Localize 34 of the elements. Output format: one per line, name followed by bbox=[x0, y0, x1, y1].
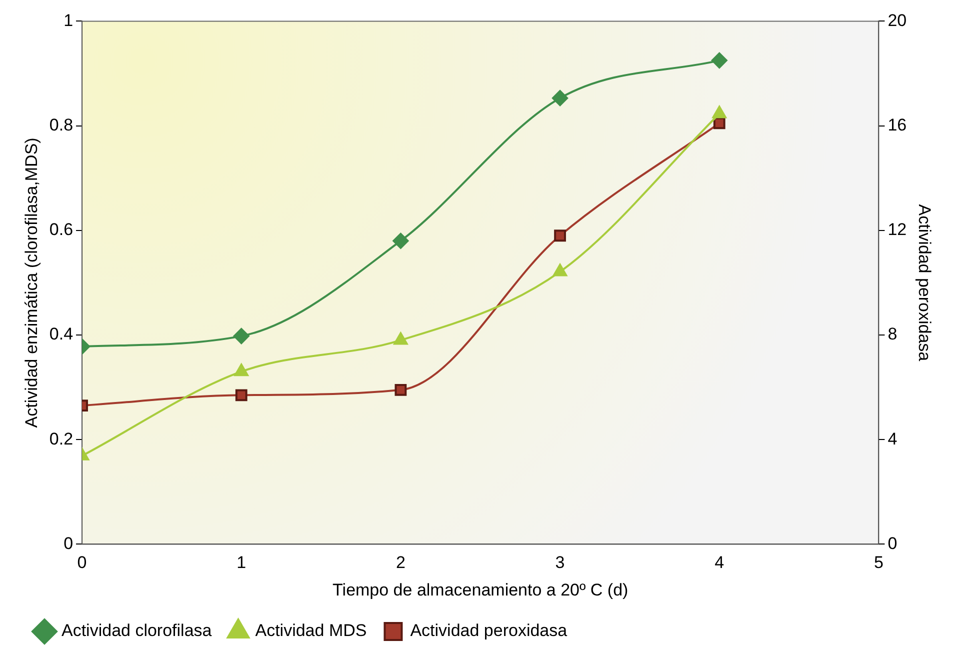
y-tick-label: 0.6 bbox=[49, 220, 74, 240]
x-tick-label: 2 bbox=[396, 553, 406, 572]
x-tick-label: 5 bbox=[874, 553, 884, 572]
legend-label: Actividad peroxidasa bbox=[410, 621, 568, 640]
y2-tick-label: 4 bbox=[888, 429, 898, 448]
legend-label: Actividad clorofilasa bbox=[62, 621, 212, 640]
x-axis-title: Tiempo de almacenamiento a 20º C (d) bbox=[332, 580, 628, 600]
x-tick-label: 1 bbox=[236, 553, 246, 572]
y2-tick-label: 0 bbox=[888, 534, 898, 553]
y2-tick-label: 8 bbox=[888, 324, 898, 344]
y2-tick-label: 20 bbox=[888, 10, 907, 30]
legend-label: Actividad MDS bbox=[255, 621, 367, 640]
y-axis-title: Actividad enzimática (clorofilasa,MDS) bbox=[22, 138, 41, 428]
x-tick-label: 3 bbox=[555, 553, 565, 572]
point bbox=[552, 264, 568, 276]
point bbox=[554, 230, 566, 242]
y-tick-label: 0.4 bbox=[49, 324, 74, 344]
y-tick-label: 0.8 bbox=[49, 115, 74, 134]
y-tick-label: 1 bbox=[64, 10, 74, 30]
x-tick-label: 4 bbox=[714, 553, 724, 572]
point bbox=[235, 389, 248, 402]
x-tick-label: 0 bbox=[77, 553, 87, 572]
point bbox=[712, 106, 726, 118]
y2-tick-label: 12 bbox=[888, 220, 907, 240]
point bbox=[394, 332, 408, 345]
point bbox=[392, 232, 409, 249]
point bbox=[552, 90, 568, 106]
point bbox=[711, 52, 728, 68]
point bbox=[394, 384, 407, 396]
y2-axis-title: Actividad peroxidasa bbox=[915, 204, 934, 362]
y2-tick-label: 16 bbox=[888, 115, 907, 134]
y-tick-label: 0 bbox=[64, 534, 74, 553]
y-tick-label: 0.2 bbox=[49, 429, 74, 448]
point bbox=[234, 364, 248, 376]
